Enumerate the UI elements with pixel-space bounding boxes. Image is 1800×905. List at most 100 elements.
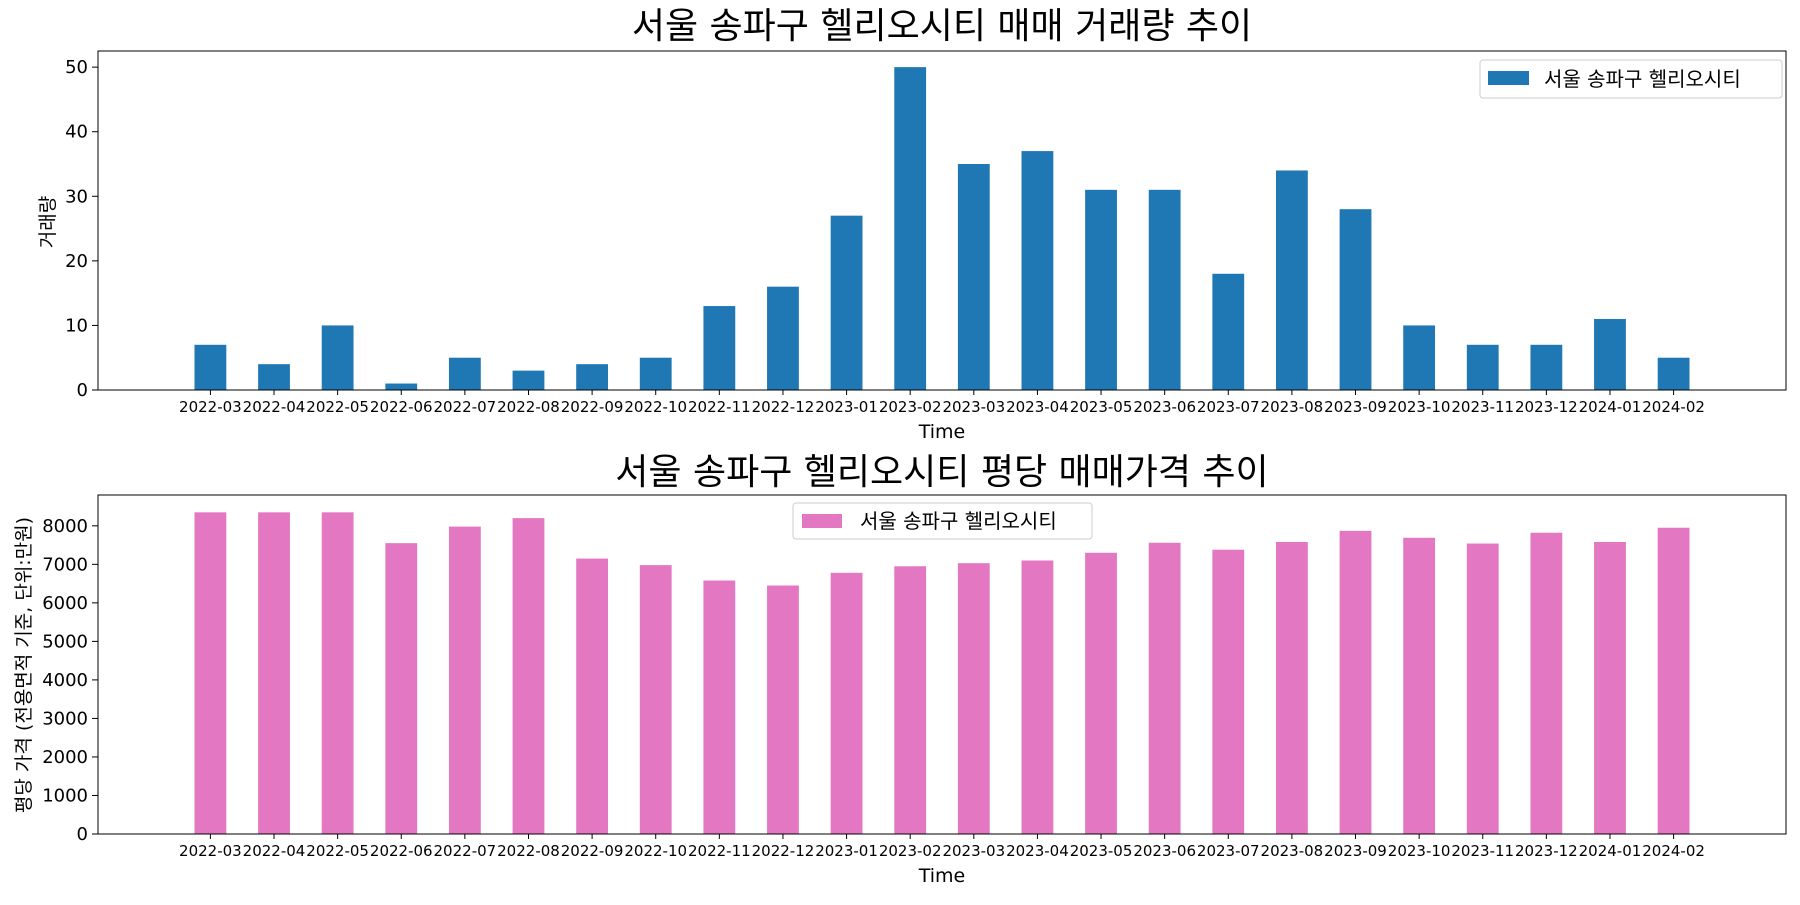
volume-xtick-label: 2022-10 [624,398,687,416]
price-bar [1339,530,1372,834]
volume-xtick-label: 2023-08 [1261,398,1324,416]
volume-legend-swatch [1488,71,1529,85]
price-ytick-label: 5000 [42,631,88,652]
price-bar [512,518,545,834]
price-bar [1085,552,1117,834]
price-bar [1657,527,1690,834]
volume-ytick-label: 50 [65,57,88,78]
price-chart-title: 서울 송파구 헬리오시티 평당 매매가격 추이 [615,452,1268,493]
price-bars [194,512,1690,834]
volume-chart: 서울 송파구 헬리오시티 매매 거래량 추이 Time 거래량 2022-03 2… [37,6,1787,443]
volume-xtick-label: 2023-05 [1070,398,1133,416]
volume-legend-label: 서울 송파구 헬리오시티 [1544,67,1741,91]
volume-ytick-label: 40 [65,122,88,143]
price-xtick-label: 2022-05 [306,842,369,860]
price-xtick-label: 2023-01 [815,842,878,860]
volume-xtick-label: 2023-12 [1515,398,1578,416]
volume-xtick-label: 2022-09 [561,398,624,416]
price-ytick-label: 7000 [42,554,88,575]
price-xtick-label: 2024-01 [1579,842,1642,860]
price-xtick-label: 2022-11 [688,842,751,860]
price-ytick-label: 8000 [42,516,88,537]
volume-xtick-label: 2023-04 [1006,398,1069,416]
price-xtick-label: 2024-02 [1642,842,1705,860]
price-bar [1594,542,1626,834]
price-bar [385,543,418,834]
volume-bar [321,325,354,390]
volume-bar [258,364,290,390]
volume-xtick-label: 2023-11 [1451,398,1514,416]
volume-bar [1212,273,1245,390]
price-ytick-label: 1000 [42,785,88,806]
volume-xtick-label: 2022-11 [688,398,751,416]
volume-ytick-label: 10 [65,315,88,336]
price-xtick-label: 2023-08 [1261,842,1324,860]
volume-bar [1085,189,1117,390]
price-bar [448,526,481,834]
price-xtick-label: 2023-06 [1133,842,1196,860]
price-bar [258,512,290,834]
price-bar [703,580,736,834]
price-legend-swatch [802,514,842,528]
volume-ytick-label: 20 [65,251,88,272]
volume-xtick-label: 2022-05 [306,398,369,416]
price-xtick-label: 2023-12 [1515,842,1578,860]
volume-chart-xlabel: Time [918,421,966,443]
volume-bar [894,67,927,390]
volume-ytick-label: 30 [65,186,88,207]
volume-xtick-label: 2024-02 [1642,398,1705,416]
price-bar [957,563,990,834]
price-ytick-label: 4000 [42,670,88,691]
volume-bar [448,357,481,390]
price-chart-legend: 서울 송파구 헬리오시티 [792,502,1093,540]
volume-bar [830,215,863,390]
volume-bar [957,164,990,390]
volume-bar [639,357,672,390]
volume-xtick-label: 2022-03 [179,398,242,416]
price-xtick-label: 2022-06 [370,842,433,860]
volume-bar [576,364,609,390]
price-bar [1466,543,1499,834]
volume-bar [767,286,799,390]
price-xtick-label: 2023-10 [1388,842,1451,860]
price-xtick-label: 2022-03 [179,842,242,860]
price-ytick-label: 3000 [42,708,88,729]
price-legend-label: 서울 송파구 헬리오시티 [860,509,1057,533]
volume-bar [1339,209,1372,390]
volume-chart-title: 서울 송파구 헬리오시티 매매 거래량 추이 [632,6,1252,47]
volume-chart-legend: 서울 송파구 헬리오시티 [1479,59,1783,99]
volume-xtick-label: 2024-01 [1579,398,1642,416]
price-xtick-label: 2023-07 [1197,842,1260,860]
volume-bar [1530,344,1563,390]
price-xtick-label: 2022-10 [624,842,687,860]
price-xtick-label: 2023-05 [1070,842,1133,860]
volume-xtick-label: 2022-12 [752,398,815,416]
volume-xtick-label: 2022-08 [497,398,560,416]
price-ytick-label: 6000 [42,593,88,614]
price-xtick-label: 2022-09 [561,842,624,860]
price-xtick-label: 2022-08 [497,842,560,860]
price-ytick-label: 0 [77,824,88,845]
price-bar [767,585,799,834]
price-xtick-label: 2023-03 [942,842,1005,860]
volume-xtick-label: 2023-10 [1388,398,1451,416]
price-xtick-label: 2023-09 [1324,842,1387,860]
price-bar [1530,532,1563,834]
volume-xtick-label: 2023-02 [879,398,942,416]
volume-bar [194,344,227,390]
price-chart-ylabel: 평당 가격 (전용면적 기준, 단위:만원) [13,517,35,813]
price-xtick-label: 2023-04 [1006,842,1069,860]
price-bar [830,572,863,834]
price-legend-box [792,502,1093,540]
volume-bar [1275,170,1308,390]
price-chart-xlabel: Time [918,865,966,887]
volume-xtick-label: 2023-06 [1133,398,1196,416]
price-xtick-label: 2023-11 [1451,842,1514,860]
price-bar [321,512,354,834]
volume-xtick-label: 2022-06 [370,398,433,416]
volume-bar [1148,189,1181,390]
volume-bar [1466,344,1499,390]
price-chart: 서울 송파구 헬리오시티 평당 매매가격 추이 Time 평당 가격 (전용면적… [13,452,1787,887]
